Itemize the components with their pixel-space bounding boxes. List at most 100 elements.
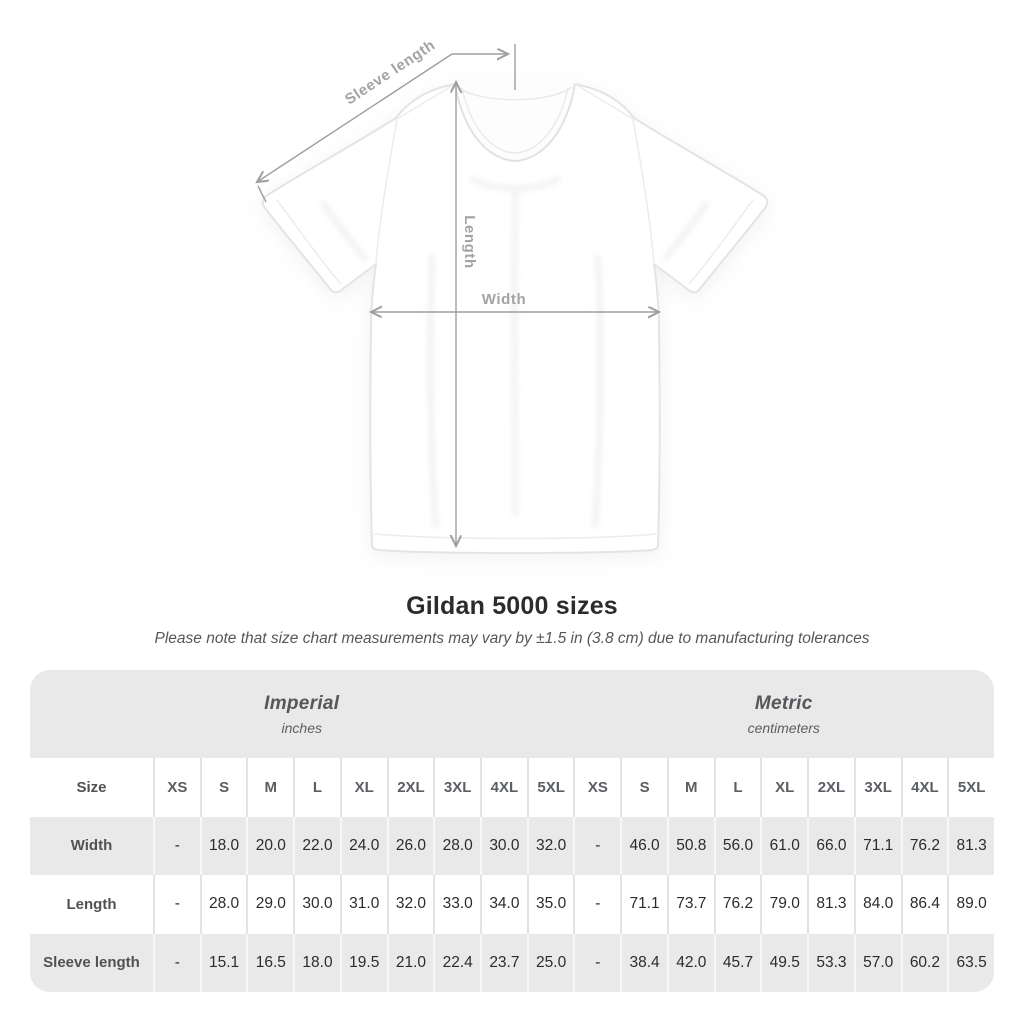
table-cell: 31.0 [339, 875, 387, 934]
imperial-title: Imperial [264, 692, 340, 714]
page-title: Gildan 5000 sizes [406, 592, 618, 620]
table-row: Width -18.0 20.0 22.0 24.0 26.0 28.0 30.0 32.0-4… [30, 816, 994, 875]
table-cell: 57.0 [853, 933, 901, 992]
size-column-header: S [620, 758, 667, 817]
table-cell: 28.0 [199, 875, 247, 934]
length-label: Length [461, 215, 478, 269]
table-cell: - [153, 875, 200, 934]
table-cell: 18.0 [293, 933, 340, 992]
tolerance-note: Please note that size chart measurements… [154, 630, 870, 647]
table-cell: 89.0 [947, 875, 994, 934]
size-column-header: 3XL [433, 758, 480, 817]
table-cell: 32.0 [386, 875, 434, 934]
table-cell: 22.0 [293, 816, 340, 875]
table-row: Sleeve length -15.1 16.5 18.0 19.5 21.0 22.4 23… [30, 933, 994, 992]
table-cell: 81.3 [807, 875, 854, 934]
table-cell: 76.2 [713, 875, 761, 934]
size-column-header: 2XL [386, 758, 434, 817]
imperial-header: Imperial inches [30, 670, 574, 758]
table-cell: - [573, 816, 620, 875]
table-cell: 61.0 [760, 816, 807, 875]
tshirt-diagram-svg: Sleeve length Length Width [0, 36, 769, 554]
sleeve-leader-line [257, 185, 267, 203]
size-column-header: XS [153, 758, 200, 817]
table-cell: 76.2 [900, 816, 948, 875]
table-cell: - [153, 933, 200, 992]
table-cell: 23.7 [480, 933, 527, 992]
width-label: Width [482, 291, 527, 308]
table-row: Length -28.0 29.0 30.0 31.0 32.0 33.0 34.0 35.0-… [30, 875, 994, 934]
size-column-header: XL [339, 758, 387, 817]
table-cell: 42.0 [666, 933, 714, 992]
row-label: Width [70, 837, 113, 855]
table-cell: 26.0 [386, 816, 434, 875]
size-column-header: XL [760, 758, 807, 817]
measurement-lines [257, 44, 659, 546]
table-cell: 33.0 [433, 875, 480, 934]
table-cell: 60.2 [900, 933, 948, 992]
size-column-header: L [713, 758, 761, 817]
size-column-header: L [293, 758, 340, 817]
table-cell: 49.5 [760, 933, 807, 992]
table-cell: 35.0 [526, 875, 574, 934]
table-cell: 34.0 [480, 875, 527, 934]
table-cell: 30.0 [293, 875, 340, 934]
table-cell: 30.0 [480, 816, 527, 875]
table-cell: 22.4 [433, 933, 480, 992]
table-cell: - [573, 933, 620, 992]
table-cell: 66.0 [807, 816, 854, 875]
table-cell: 18.0 [199, 816, 247, 875]
size-column-header: 3XL [853, 758, 901, 817]
table-cell: 63.5 [947, 933, 994, 992]
table-cell: 25.0 [526, 933, 574, 992]
tshirt-measurement-diagram: Sleeve length Length Width [0, 36, 769, 554]
size-column-header: 5XL [947, 758, 994, 817]
table-cell: 81.3 [947, 816, 994, 875]
table-cell: 28.0 [433, 816, 480, 875]
imperial-unit: inches [281, 719, 322, 736]
size-column-header: 4XL [900, 758, 948, 817]
table-cell: 50.8 [666, 816, 714, 875]
size-column-header: 5XL [526, 758, 574, 817]
size-column-header: M [246, 758, 293, 817]
size-column-header: 2XL [807, 758, 854, 817]
table-cell: 71.1 [853, 816, 901, 875]
size-column-header: M [666, 758, 714, 817]
size-chart-table: Imperial inches Metric centimeters Size … [30, 670, 994, 992]
table-cell: 71.1 [620, 875, 667, 934]
size-column-header: 4XL [480, 758, 527, 817]
table-cell: 19.5 [339, 933, 387, 992]
row-label: Sleeve length [43, 954, 140, 972]
table-cell: 21.0 [386, 933, 434, 992]
table-cell: 20.0 [246, 816, 293, 875]
table-cell: 24.0 [339, 816, 387, 875]
table-cell: 79.0 [760, 875, 807, 934]
table-cell: 45.7 [713, 933, 761, 992]
table-body: Width -18.0 20.0 22.0 24.0 26.0 28.0 30.0 32.0-4… [30, 816, 994, 992]
table-cell: 38.4 [620, 933, 667, 992]
table-cell: 16.5 [246, 933, 293, 992]
title-block: Gildan 5000 sizes Please note that size … [0, 592, 1024, 648]
tshirt-graphic [261, 83, 769, 554]
row-label: Length [66, 895, 117, 913]
table-cell: 15.1 [199, 933, 247, 992]
metric-header: Metric centimeters [574, 670, 995, 758]
table-cell: - [573, 875, 620, 934]
metric-unit: centimeters [747, 719, 820, 736]
table-cell: 56.0 [713, 816, 761, 875]
table-cell: - [153, 816, 200, 875]
size-column-label: Size [76, 778, 107, 796]
table-cell: 32.0 [526, 816, 574, 875]
size-column-header: S [199, 758, 247, 817]
size-column-header: XS [573, 758, 620, 817]
unit-header-row: Imperial inches Metric centimeters [30, 670, 994, 758]
table-cell: 46.0 [620, 816, 667, 875]
sleeve-length-line [257, 53, 453, 182]
table-cell: 29.0 [246, 875, 293, 934]
metric-title: Metric [754, 692, 813, 714]
table-cell: 53.3 [807, 933, 854, 992]
size-header-row: Size XS S M L XL 2XL 3XL 4XL 5XL XS S M L XL 2XL 3XL 4XL… [30, 758, 994, 817]
table-cell: 73.7 [666, 875, 714, 934]
table-cell: 84.0 [853, 875, 901, 934]
table-cell: 86.4 [900, 875, 948, 934]
